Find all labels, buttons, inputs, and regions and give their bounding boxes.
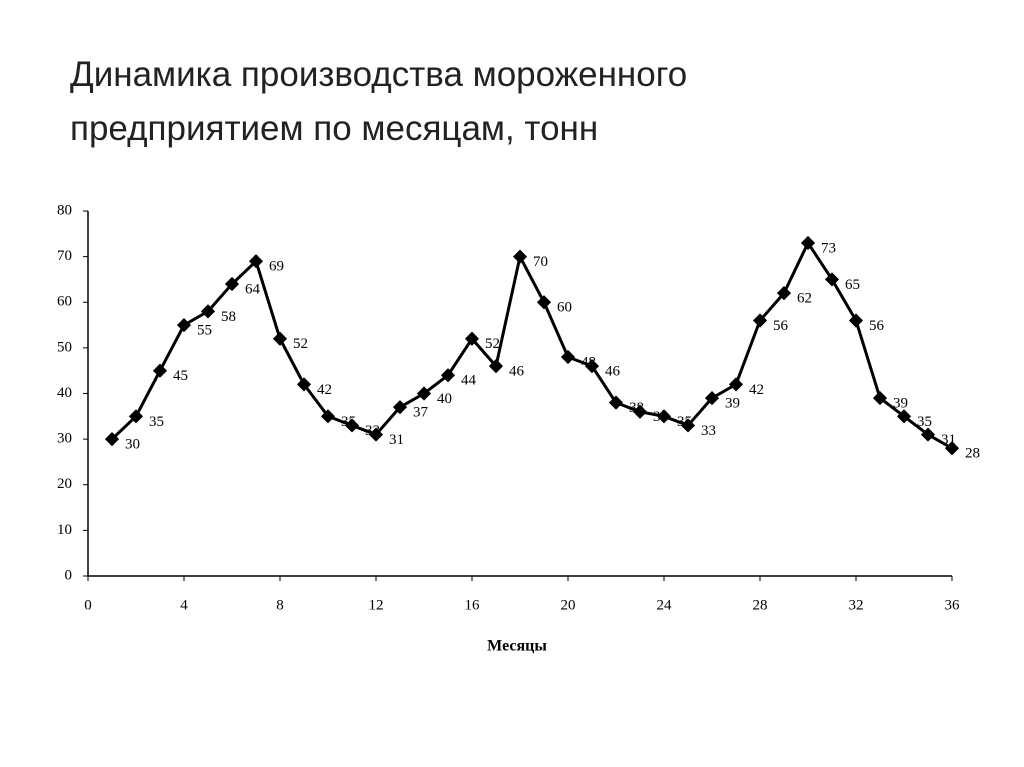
data-point	[752, 313, 768, 328]
data-line	[110, 239, 953, 450]
data-label: 39	[893, 396, 908, 412]
data-label: 56	[773, 318, 789, 334]
data-label: 42	[317, 382, 332, 398]
data-point	[464, 331, 480, 346]
data-point	[632, 404, 648, 419]
y-tick-label: 70	[57, 248, 72, 264]
data-point	[488, 359, 504, 374]
data-label: 37	[413, 405, 429, 421]
data-label: 46	[509, 364, 525, 380]
data-point	[152, 363, 168, 378]
data-point	[896, 409, 912, 424]
x-tick-label: 8	[276, 597, 284, 613]
data-point	[128, 409, 144, 424]
data-label: 31	[389, 432, 404, 448]
data-label: 60	[557, 300, 572, 316]
y-tick-label: 30	[57, 431, 72, 447]
data-point	[920, 427, 936, 442]
data-label: 52	[485, 336, 500, 352]
data-label: 39	[725, 396, 740, 412]
data-label: 44	[461, 373, 477, 389]
data-label: 58	[221, 309, 236, 325]
x-tick-label: 16	[465, 597, 481, 613]
data-label: 55	[197, 323, 212, 339]
data-label: 35	[149, 414, 164, 430]
x-tick-label: 28	[753, 597, 768, 613]
data-point	[512, 249, 528, 264]
data-label: 69	[269, 259, 284, 275]
x-tick-label: 12	[369, 597, 384, 613]
data-point	[416, 386, 432, 401]
data-label: 30	[125, 437, 140, 453]
data-point	[440, 368, 456, 383]
data-point	[728, 377, 744, 392]
data-point	[224, 276, 240, 292]
y-tick-label: 50	[57, 339, 72, 355]
data-point	[392, 400, 408, 415]
data-point	[656, 409, 672, 424]
data-label: 73	[821, 240, 836, 256]
data-label: 70	[533, 254, 548, 270]
data-label: 33	[701, 423, 716, 439]
x-tick-label: 36	[945, 597, 961, 613]
data-point	[776, 286, 792, 301]
data-label: 35	[917, 414, 932, 430]
data-point	[104, 432, 120, 447]
data-point	[248, 254, 264, 269]
y-tick-label: 20	[57, 476, 72, 492]
y-tick-label: 40	[57, 385, 72, 401]
data-label: 64	[245, 281, 261, 297]
data-point	[296, 377, 312, 392]
y-tick-label: 10	[57, 522, 72, 538]
x-tick-label: 24	[657, 597, 673, 613]
x-tick-label: 32	[849, 597, 864, 613]
data-label: 45	[173, 368, 188, 384]
data-point	[200, 304, 216, 319]
data-label: 62	[797, 291, 812, 307]
data-point	[536, 295, 552, 310]
y-tick-label: 60	[57, 294, 72, 310]
x-axis-label: Месяцы	[487, 638, 547, 655]
data-point	[944, 441, 960, 456]
y-tick-label: 80	[57, 202, 72, 218]
data-point	[320, 409, 336, 424]
data-label: 42	[749, 382, 764, 398]
data-label: 52	[293, 336, 308, 352]
data-point	[344, 418, 360, 433]
x-tick-label: 0	[84, 597, 92, 613]
y-tick-label: 0	[65, 567, 73, 583]
data-point	[272, 331, 288, 346]
data-label: 40	[437, 391, 452, 407]
data-point	[584, 359, 600, 374]
data-point	[800, 235, 816, 251]
data-point	[824, 272, 840, 287]
data-label: 56	[869, 318, 885, 334]
x-tick-label: 20	[561, 597, 576, 613]
data-point	[872, 390, 888, 406]
data-point	[680, 418, 696, 433]
chart-title: Динамика производства мороженного предпр…	[70, 55, 688, 148]
data-point	[368, 427, 384, 442]
data-label: 65	[845, 277, 860, 293]
data-label: 28	[965, 446, 980, 462]
x-tick-label: 4	[180, 597, 188, 613]
data-point	[704, 390, 720, 406]
data-point	[608, 395, 624, 410]
data-point	[176, 317, 192, 333]
data-point	[560, 349, 576, 365]
data-point	[848, 313, 864, 328]
data-label: 46	[605, 364, 621, 380]
